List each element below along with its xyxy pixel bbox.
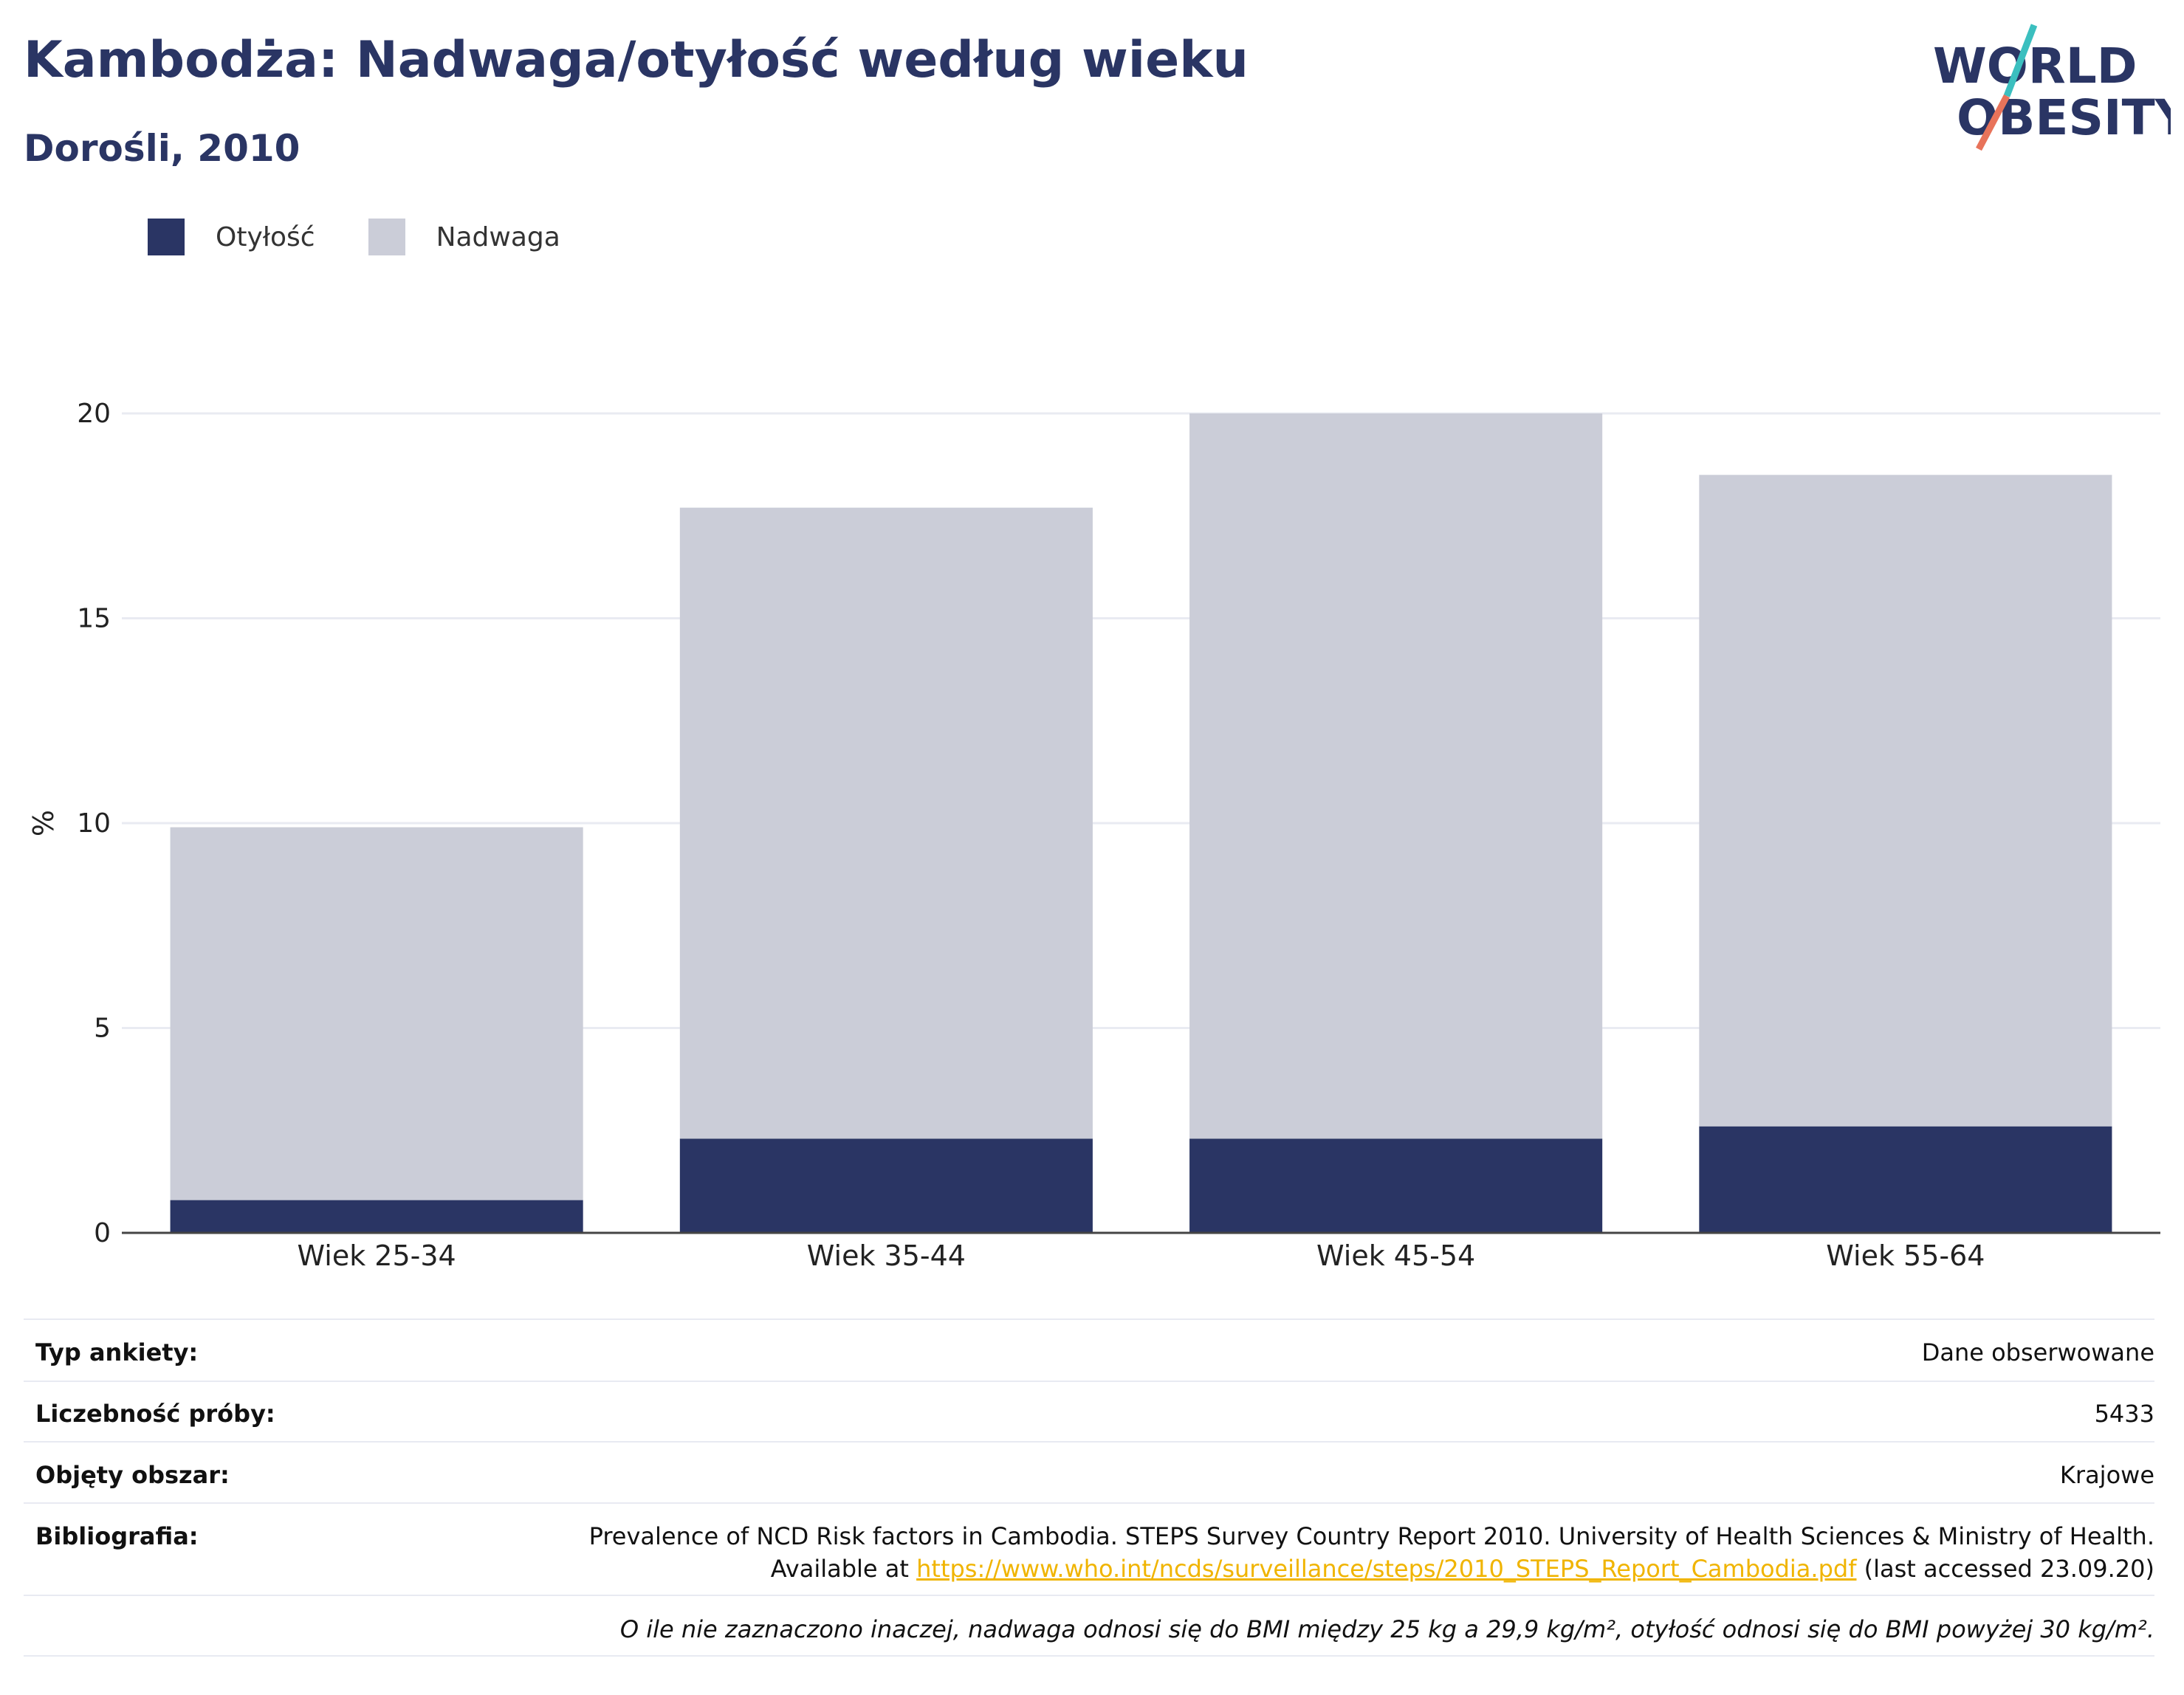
footnote: O ile nie zaznaczono inaczej, nadwaga od… xyxy=(619,1615,2154,1643)
bar-obesity xyxy=(679,1138,1093,1233)
bar-overweight xyxy=(1699,475,2112,1127)
legend-label-overweight: Nadwaga xyxy=(436,221,560,252)
biblio-link[interactable]: https://www.who.int/ncds/surveillance/st… xyxy=(916,1555,1857,1583)
biblio-line2: Available at https://www.who.int/ncds/su… xyxy=(589,1555,2154,1583)
legend-swatch-obesity xyxy=(148,219,185,255)
biblio-suffix: (last accessed 23.09.20) xyxy=(1856,1555,2154,1583)
biblio-label: Bibliografia: xyxy=(35,1522,199,1550)
info-divider xyxy=(24,1318,2154,1320)
sample-label: Liczebność próby: xyxy=(35,1400,275,1428)
x-tick-label: Wiek 45-54 xyxy=(1316,1240,1475,1272)
world-obesity-logo: WORLD OBESITY xyxy=(1933,24,2171,151)
legend-item-overweight[interactable]: Nadwaga xyxy=(368,219,560,255)
biblio-line1: Prevalence of NCD Risk factors in Cambod… xyxy=(588,1522,2154,1550)
info-divider xyxy=(24,1441,2154,1443)
y-tick-label: 15 xyxy=(77,604,111,634)
area-value: Krajowe xyxy=(2059,1461,2154,1489)
info-divider xyxy=(24,1655,2154,1657)
legend-label-obesity: Otyłość xyxy=(216,221,315,252)
bar-obesity xyxy=(1189,1138,1603,1233)
bar-overweight xyxy=(1189,413,1603,1139)
stacked-bar-chart: 0 5 10 15 20% Wiek 25-34 Wiek 35-44 Wiek 45-54 W… xyxy=(27,399,2160,1272)
bar-obesity xyxy=(1699,1126,2112,1233)
y-tick-label: 10 xyxy=(77,808,111,839)
info-divider xyxy=(24,1595,2154,1596)
y-tick-label: 0 xyxy=(94,1218,111,1248)
x-tick-label: Wiek 25-34 xyxy=(298,1240,456,1272)
info-divider xyxy=(24,1502,2154,1504)
logo-slash-coral xyxy=(1976,94,2010,151)
y-tick-label: 5 xyxy=(94,1014,111,1044)
survey-value: Dane obserwowane xyxy=(1921,1338,2154,1366)
survey-label: Typ ankiety: xyxy=(35,1338,199,1366)
y-axis-label: % xyxy=(27,810,60,836)
bar-overweight xyxy=(679,507,1093,1139)
info-divider xyxy=(24,1381,2154,1382)
bar-obesity xyxy=(170,1200,583,1233)
biblio-prefix: Available at xyxy=(770,1555,917,1583)
logo-text-world: WORLD xyxy=(1933,38,2137,94)
logo-slash-teal xyxy=(2003,24,2038,97)
x-tick-label: Wiek 55-64 xyxy=(1826,1240,1985,1272)
sample-value: 5433 xyxy=(2094,1400,2154,1428)
chart-title: Kambodża: Nadwaga/otyłość według wieku xyxy=(24,31,1249,89)
y-tick-label: 20 xyxy=(77,399,111,429)
area-label: Objęty obszar: xyxy=(35,1461,230,1489)
legend-item-obesity[interactable]: Otyłość xyxy=(148,219,315,255)
bar-overweight xyxy=(170,827,583,1200)
biblio-value: Prevalence of NCD Risk factors in Cambod… xyxy=(589,1522,2154,1583)
legend: Otyłość Nadwaga xyxy=(148,219,614,255)
x-tick-label: Wiek 35-44 xyxy=(807,1240,966,1272)
legend-swatch-overweight xyxy=(368,219,405,255)
chart-subtitle: Dorośli, 2010 xyxy=(24,127,301,170)
